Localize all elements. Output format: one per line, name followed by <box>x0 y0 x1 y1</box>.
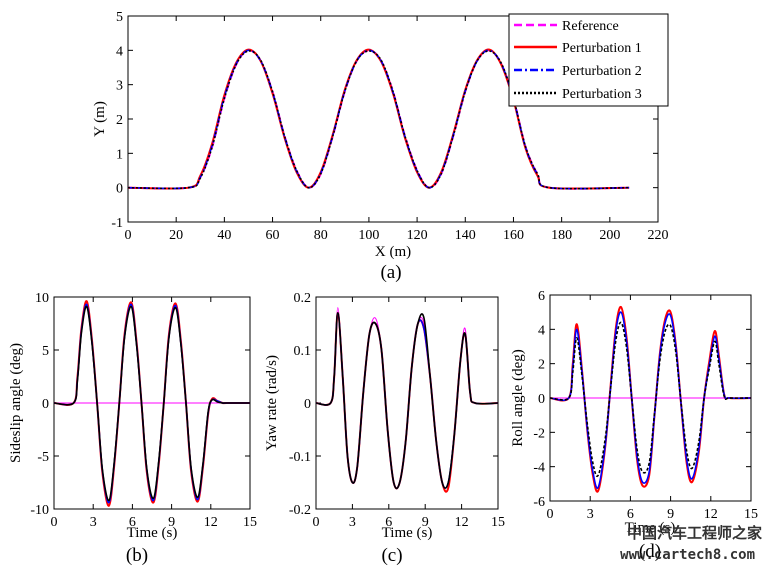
panel-d-xtick-label: 12 <box>704 507 718 522</box>
panel-a-ytick-label: 4 <box>116 44 123 59</box>
panel-d-ytick-label: 4 <box>538 323 545 338</box>
panel-d-series-perturbation-2 <box>550 311 751 489</box>
panel-c-ytick-label: -0.1 <box>289 450 311 465</box>
panel-a-xlabel: X (m) <box>375 244 411 260</box>
panel-b-xlabel: Time (s) <box>127 525 178 541</box>
panel-c-xtick-label: 0 <box>313 515 320 530</box>
panel-d-xtick-label: 15 <box>744 507 758 522</box>
panel-b-xtick-label: 9 <box>168 515 175 530</box>
panel-d-ytick-label: 0 <box>538 392 545 407</box>
panel-b-sideslip: 0 3 6 9 12 15 -10 -5 0 5 10 Time (s) Sideslip angl… <box>8 291 257 566</box>
panel-c-xtick-label: 3 <box>349 515 356 530</box>
panel-b-ytick-label: 10 <box>35 291 49 306</box>
panel-d-ytick-label: 2 <box>538 358 545 373</box>
panel-c-ytick-label: 0.1 <box>294 344 312 359</box>
panel-a-xtick-label: 0 <box>125 228 132 243</box>
panel-a-xtick-label: 180 <box>551 228 572 243</box>
panel-d-xlabel: Time (s) <box>625 520 676 536</box>
panel-b-xtick-label: 15 <box>243 515 257 530</box>
panel-b-ytick-label: -10 <box>30 503 49 518</box>
panel-a-ytick-label: 2 <box>116 113 123 128</box>
panel-d-xtick-label: 0 <box>547 507 554 522</box>
panel-a-caption: (a) <box>380 262 401 283</box>
panel-a-ytick-label: -1 <box>111 216 123 231</box>
panel-a-ytick-label: 1 <box>116 147 123 162</box>
panel-c-xtick-label: 6 <box>385 515 392 530</box>
panel-c-xlabel: Time (s) <box>382 525 433 541</box>
panel-b-xtick-label: 0 <box>51 515 58 530</box>
panel-c-xtick-label: 12 <box>455 515 469 530</box>
panel-a-xtick-label: 140 <box>455 228 476 243</box>
watermark: 中国汽车工程师之家 www.cartech8.com <box>620 524 762 563</box>
panel-a-xtick-label: 120 <box>407 228 428 243</box>
panel-b-ytick-label: 5 <box>42 344 49 359</box>
panel-b-xtick-label: 12 <box>204 515 218 530</box>
panel-a-xtick-label: 60 <box>266 228 280 243</box>
panel-a-series-perturbation-3 <box>128 50 630 190</box>
panel-c-ylabel: Yaw rate (rad/s) <box>264 355 280 451</box>
panel-d-roll-angle: 0 3 6 9 12 15 -6 -4 -2 0 2 4 6 Time (s) Roll angle (… <box>510 289 758 562</box>
legend-label-reference: Reference <box>562 19 619 34</box>
watermark-cn: 中国汽车工程师之家 <box>627 524 762 542</box>
panel-c-xtick-label: 15 <box>491 515 505 530</box>
panel-a-xtick-label: 160 <box>503 228 524 243</box>
panel-b-ytick-label: 0 <box>42 397 49 412</box>
panel-a-ytick-label: 0 <box>116 182 123 197</box>
panel-a-legend: Reference Perturbation 1 Perturbation 2 … <box>508 13 669 107</box>
panel-c-ticks: 0 3 6 9 12 15 -0.2 -0.1 0 0.1 0.2 <box>289 291 505 530</box>
panel-b-ytick-label: -5 <box>37 450 49 465</box>
watermark-url: www.cartech8.com <box>620 547 755 563</box>
panel-b-ticks: 0 3 6 9 12 15 -10 -5 0 5 10 <box>30 291 257 530</box>
panel-c-lines <box>316 307 498 493</box>
panel-a-ytick-label: 5 <box>116 10 123 25</box>
panel-a-xtick-label: 80 <box>314 228 328 243</box>
panel-c-yaw-rate: 0 3 6 9 12 15 -0.2 -0.1 0 0.1 0.2 Time (s) Yaw rat… <box>264 291 505 566</box>
panel-b-lines <box>54 300 250 507</box>
legend-label-p3: Perturbation 3 <box>562 87 642 102</box>
panel-d-lines <box>550 305 751 493</box>
panel-a-lines <box>128 48 630 190</box>
panel-a-xtick-label: 100 <box>358 228 379 243</box>
panel-d-caption: (d) <box>639 541 661 562</box>
panel-d-series-perturbation-3 <box>550 321 751 477</box>
panel-c-plot-area <box>315 296 499 510</box>
panel-d-ytick-label: 6 <box>538 289 545 304</box>
panel-c-ytick-label: 0.2 <box>294 291 312 306</box>
panel-c-series-perturbation-3 <box>316 312 498 490</box>
panel-c-caption: (c) <box>381 545 402 566</box>
legend-label-p1: Perturbation 1 <box>562 41 642 56</box>
panel-d-xtick-label: 6 <box>627 507 634 522</box>
panel-d-xtick-label: 9 <box>667 507 674 522</box>
panel-d-ytick-label: -2 <box>533 426 545 441</box>
panel-a-ylabel: Y (m) <box>92 101 108 137</box>
panel-a-ytick-label: 3 <box>116 79 123 94</box>
panel-d-ytick-label: -6 <box>533 495 545 510</box>
panel-b-caption: (b) <box>126 545 148 566</box>
panel-a-xtick-label: 20 <box>169 228 183 243</box>
panel-c-xtick-label: 9 <box>422 515 429 530</box>
panel-a-xtick-label: 40 <box>217 228 231 243</box>
panel-a-xtick-label: 200 <box>599 228 620 243</box>
panel-c-ytick-label: 0 <box>304 397 311 412</box>
panel-b-series-perturbation-3 <box>54 305 250 502</box>
panel-b-xtick-label: 6 <box>129 515 136 530</box>
panel-b-ylabel: Sideslip angle (deg) <box>8 343 24 463</box>
panel-c-ytick-label: -0.2 <box>289 503 311 518</box>
panel-b-xtick-label: 3 <box>90 515 97 530</box>
legend-box <box>508 13 669 107</box>
panel-a-xtick-label: 220 <box>648 228 669 243</box>
panel-d-ylabel: Roll angle (deg) <box>510 349 526 446</box>
panel-d-xtick-label: 3 <box>587 507 594 522</box>
panel-d-ticks: 0 3 6 9 12 15 -6 -4 -2 0 2 4 6 <box>533 289 758 522</box>
panel-d-ytick-label: -4 <box>533 461 545 476</box>
legend-label-p2: Perturbation 2 <box>562 64 642 79</box>
